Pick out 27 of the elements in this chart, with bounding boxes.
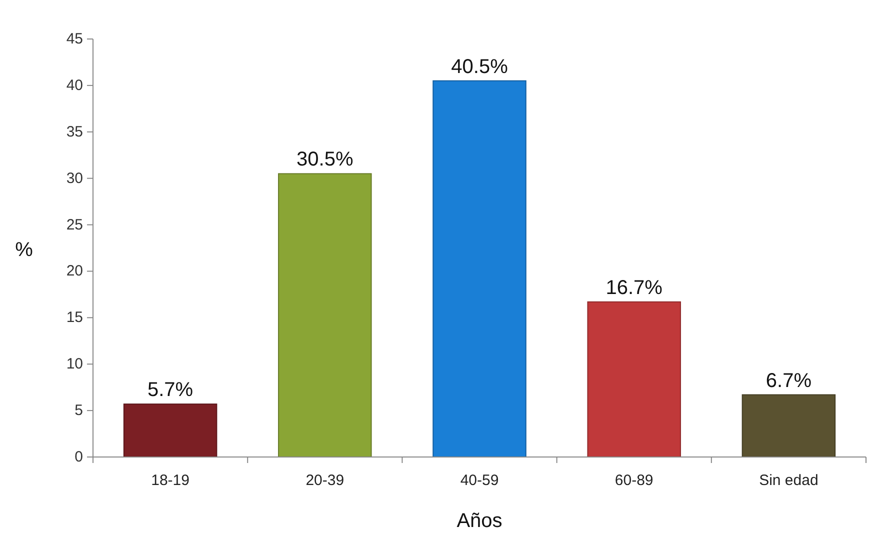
- data-label: 5.7%: [148, 379, 194, 402]
- x-tick-label: 18-19: [151, 472, 190, 489]
- x-tick-label: 40-59: [460, 472, 499, 489]
- data-label: 6.7%: [766, 370, 812, 392]
- y-tick-label: 45: [66, 30, 83, 48]
- y-tick-label: 20: [66, 262, 83, 280]
- data-label: 16.7%: [606, 276, 663, 299]
- x-tick-label: Sin edad: [759, 472, 818, 489]
- bar: [123, 404, 218, 458]
- y-tick-label: 30: [66, 170, 83, 187]
- bar: [587, 301, 681, 458]
- y-axis-title: %: [15, 239, 34, 261]
- y-tick-label: 25: [66, 216, 83, 234]
- bar: [278, 173, 372, 458]
- x-axis-title: Años: [456, 510, 502, 532]
- x-tick-label: 60-89: [614, 472, 654, 489]
- y-tick-label: 10: [66, 356, 83, 373]
- y-tick-label: 5: [74, 402, 83, 420]
- bar: [742, 394, 836, 458]
- y-tick-label: 15: [66, 309, 83, 326]
- x-tick-label: 20-39: [306, 472, 344, 489]
- y-tick-label: 40: [66, 76, 83, 94]
- y-tick-label: 35: [66, 123, 83, 140]
- data-label: 30.5%: [296, 148, 354, 171]
- bar: [432, 80, 526, 458]
- data-label: 40.5%: [451, 56, 508, 78]
- y-tick-label: 0: [74, 448, 83, 466]
